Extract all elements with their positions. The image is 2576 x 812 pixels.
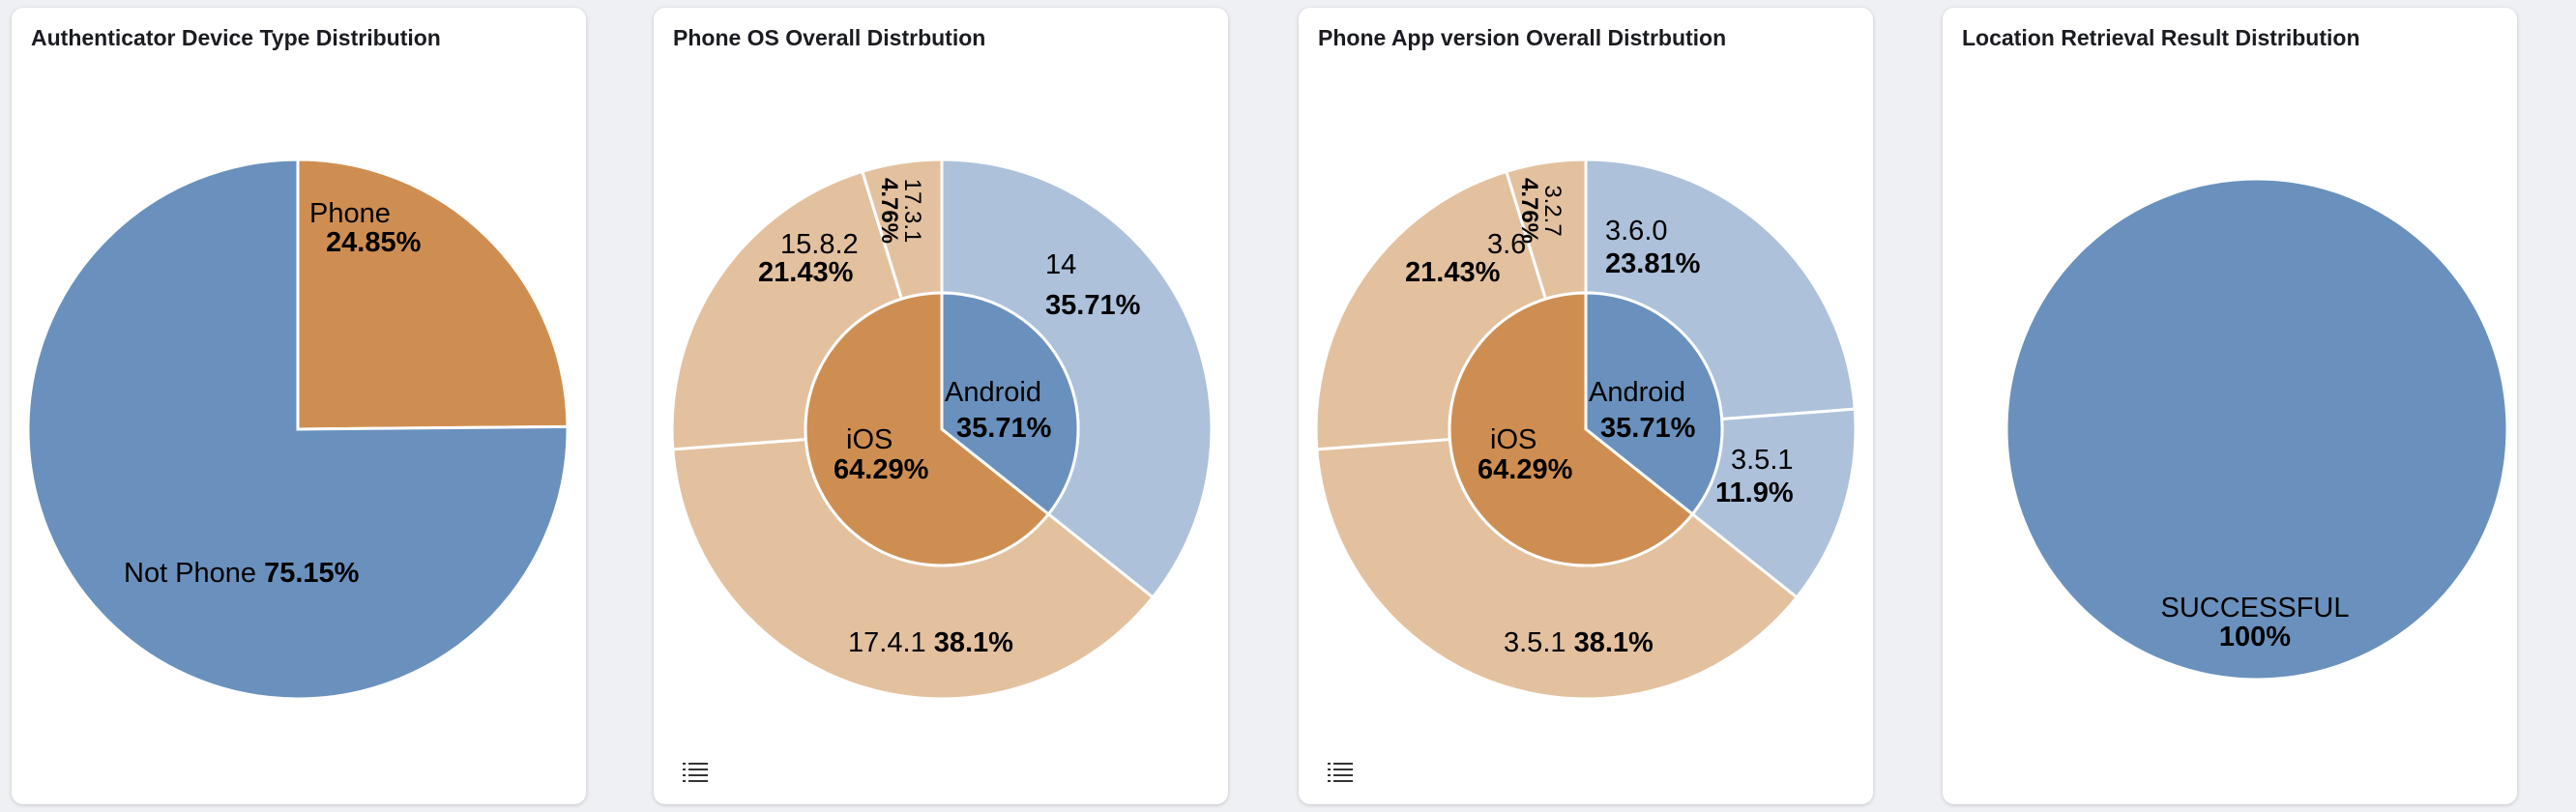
slice-label: Not Phone 75.15% — [124, 558, 360, 589]
card-location-result: Location Retrieval Result Distribution S… — [1943, 8, 2517, 804]
slice-name: 15.8.2 — [780, 229, 859, 260]
slice-name: 17.4.1 — [848, 627, 934, 658]
slice-name: 3.6 — [1487, 229, 1526, 260]
inner-slice-android[interactable] — [940, 291, 1080, 516]
card-app-version: Phone App version Overall Distrbution An… — [1299, 8, 1873, 804]
slice-name: 3.6.0 — [1605, 216, 1668, 246]
slice-percent: 35.71% — [1600, 413, 1696, 444]
sunburst-chart-app-version: Android35.71%iOS64.29%3.6.023.81%3.5.111… — [1314, 158, 1858, 701]
slice-percent: 100% — [2219, 622, 2291, 652]
slice-name: Not Phone — [124, 558, 264, 589]
slice-not-phone[interactable] — [26, 158, 570, 701]
slice-label: 3.5.1 38.1% — [1504, 627, 1654, 658]
slice-name: Android — [1589, 377, 1685, 408]
chart-title: Location Retrieval Result Distribution — [1962, 25, 2360, 50]
slice-name: SUCCESSFUL — [2161, 593, 2350, 624]
slice-successful[interactable] — [2005, 177, 2509, 682]
chart-title: Phone OS Overall Distrbution — [673, 25, 986, 50]
inner-slice-ios[interactable] — [804, 291, 1051, 567]
slice-name: 3.2.7 — [1539, 185, 1566, 236]
card-phone-os: Phone OS Overall Distrbution Android 35.7… — [654, 8, 1228, 804]
slice-percent: 38.1% — [1574, 627, 1654, 658]
inner-slice-ios[interactable] — [1448, 291, 1695, 567]
slice-percent: 35.71% — [1045, 290, 1141, 321]
slice-name: 3.5.1 — [1731, 445, 1794, 476]
slice-percent: 21.43% — [758, 257, 854, 288]
slice-percent: 64.29% — [834, 454, 929, 485]
slice-name: Phone — [309, 198, 391, 229]
card-device-type: Authenticator Device Type Distribution P… — [12, 8, 586, 804]
slice-percent: 38.1% — [934, 627, 1013, 658]
list-icon[interactable] — [1328, 762, 1355, 783]
slice-percent: 4.76% — [876, 178, 902, 244]
slice-label: 17.3.14.76% — [876, 178, 925, 244]
slice-percent: 11.9% — [1715, 478, 1794, 508]
slice-percent: 21.43% — [1405, 257, 1501, 288]
slice-percent: 75.15% — [264, 558, 360, 589]
slice-name: 3.5.1 — [1504, 627, 1574, 658]
slice-name: iOS — [846, 424, 893, 455]
slice-percent: 24.85% — [326, 227, 422, 258]
slice-name: 14 — [1045, 249, 1076, 280]
slice-name: Android — [945, 377, 1041, 408]
slice-name: 17.3.1 — [899, 179, 925, 244]
slice-label: 17.4.1 38.1% — [848, 627, 1013, 658]
slice-label: 3.2.74.76% — [1516, 178, 1566, 244]
list-icon[interactable] — [683, 762, 710, 783]
slice-phone[interactable] — [296, 158, 570, 431]
chart-title: Authenticator Device Type Distribution — [31, 25, 441, 50]
slice-percent: 23.81% — [1605, 248, 1701, 279]
chart-title: Phone App version Overall Distrbution — [1318, 25, 1727, 50]
slice-percent: 64.29% — [1478, 454, 1573, 485]
slice-percent: 4.76% — [1516, 178, 1542, 244]
slice-name: iOS — [1490, 424, 1537, 455]
slice-percent: 35.71% — [956, 413, 1052, 444]
inner-slice-android[interactable] — [1584, 291, 1724, 516]
